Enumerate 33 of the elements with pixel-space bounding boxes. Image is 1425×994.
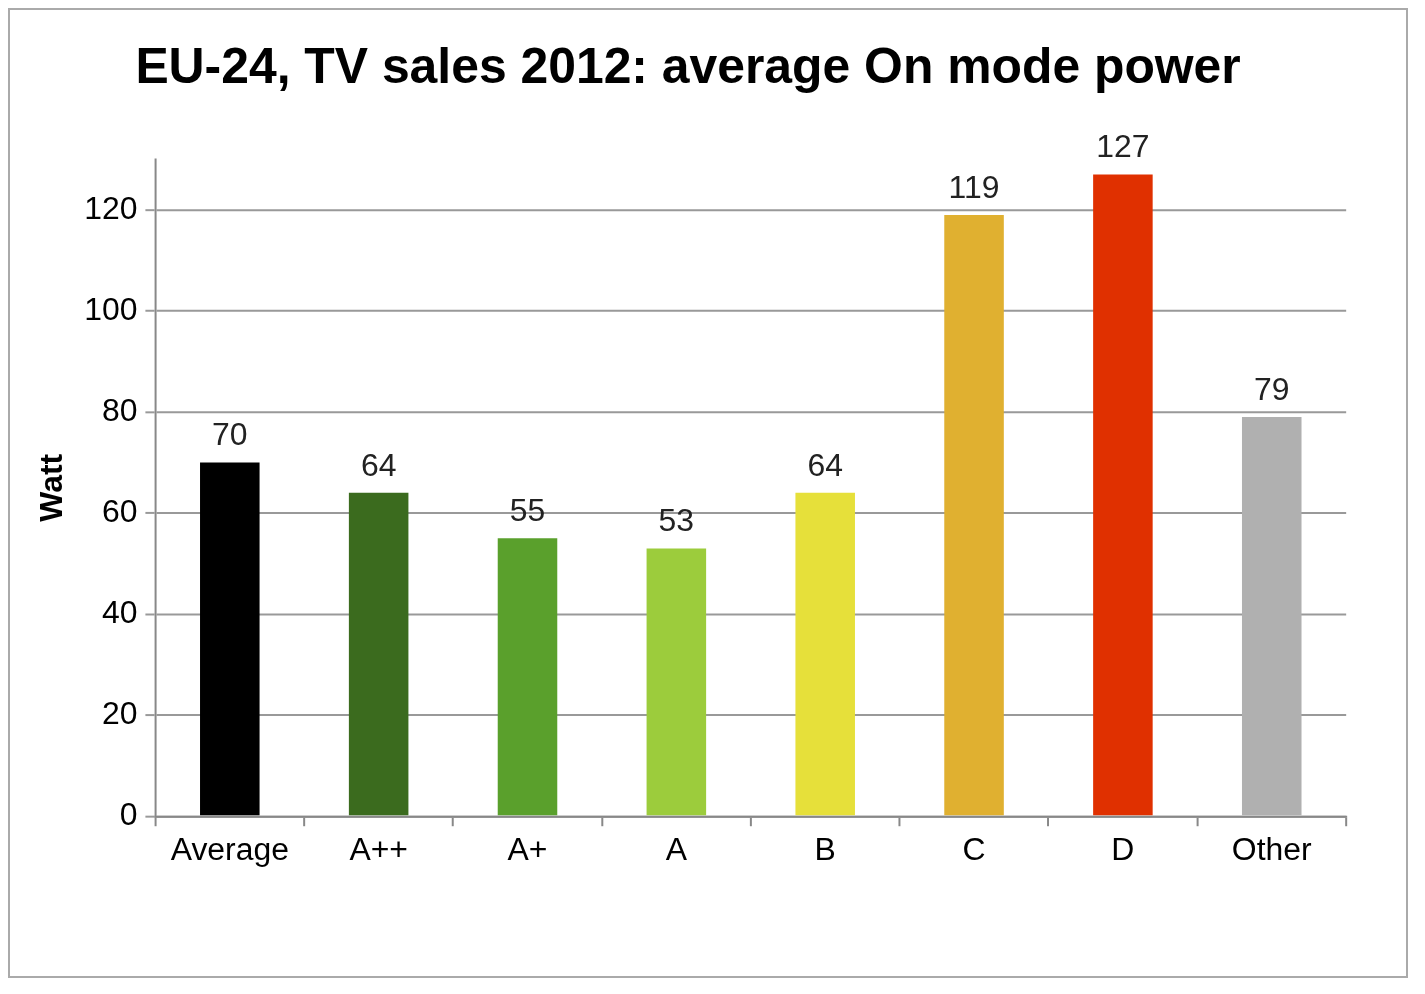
x-tick-label: Average xyxy=(170,831,289,868)
y-axis-title: Watt xyxy=(32,453,69,522)
x-tick-label: A+ xyxy=(507,831,548,868)
y-tick-label: 40 xyxy=(101,593,138,630)
data-label: 64 xyxy=(360,446,397,483)
x-tick-label: A xyxy=(665,831,688,868)
x-tick-label: Other xyxy=(1231,831,1313,868)
data-label: 53 xyxy=(658,502,695,539)
data-label: 55 xyxy=(509,492,546,529)
data-label: 127 xyxy=(1096,128,1150,165)
data-label: 119 xyxy=(948,168,1000,205)
x-tick-label: A++ xyxy=(349,831,408,868)
y-tick-label: 60 xyxy=(101,492,138,529)
y-tick-label: 100 xyxy=(84,290,138,327)
y-tick-label: 0 xyxy=(119,796,138,833)
x-tick-label: D xyxy=(1111,831,1135,868)
x-tick-label: B xyxy=(814,831,836,868)
bar xyxy=(200,462,260,816)
data-label: 64 xyxy=(807,446,843,483)
bar xyxy=(1093,174,1153,816)
bar xyxy=(646,548,707,816)
data-label: 70 xyxy=(212,416,248,453)
y-tick-label: 120 xyxy=(84,189,138,226)
bar xyxy=(497,538,558,816)
chart-title: EU-24, TV sales 2012: average On mode power xyxy=(135,38,1241,95)
bar xyxy=(795,492,855,816)
bar xyxy=(1241,417,1302,816)
x-tick-label: C xyxy=(962,831,986,868)
bar xyxy=(348,492,409,816)
y-tick-label: 80 xyxy=(101,391,138,428)
bar xyxy=(944,214,1004,816)
y-tick-label: 20 xyxy=(101,695,138,731)
data-label: 79 xyxy=(1254,371,1290,407)
